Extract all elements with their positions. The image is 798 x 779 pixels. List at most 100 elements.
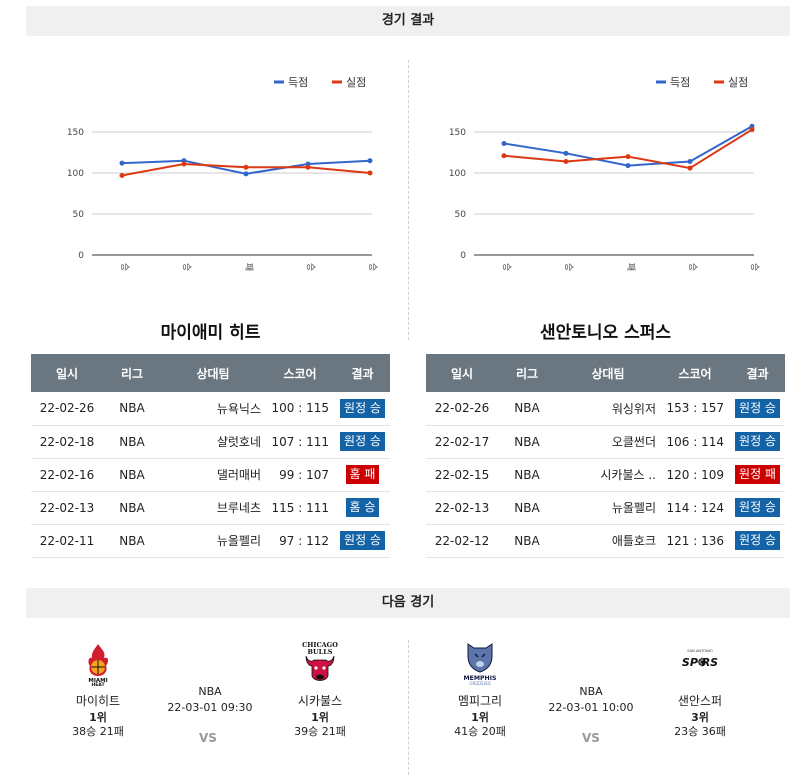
next-divider	[408, 640, 409, 775]
team-record: 39승 21패	[294, 725, 346, 738]
chart-sanantonio-svg: 득점 실점 0 50 100 150 승 승 패 승 승	[449, 76, 760, 271]
results-table-miami: 일시 리그 상대팀 스코어 결과 22-02-26 NBA 뉴욕닉스 100 : 11…	[31, 354, 390, 558]
x-tick-label: 승	[687, 263, 698, 271]
team-record: 23승 36패	[674, 725, 726, 738]
table-row: 22-02-17 NBA 오클썬더 106 : 114 원정 승	[426, 425, 785, 459]
game-score: 107 : 111	[265, 425, 335, 459]
game-result-cell: 원정 승	[730, 491, 785, 525]
x-tick-label: 패	[243, 263, 254, 271]
game-league: NBA	[498, 491, 556, 525]
x-tick-label: 패	[625, 263, 636, 271]
x-tick-label: 승	[181, 263, 192, 271]
data-point	[563, 150, 569, 156]
game-result-cell: 원정 승	[335, 392, 390, 426]
game-opponent: 오클썬더	[556, 425, 660, 459]
game-score: 100 : 115	[265, 392, 335, 426]
game-score: 114 : 124	[660, 491, 730, 525]
game-date: 22-02-18	[31, 425, 103, 459]
x-tick-label: 승	[367, 263, 378, 271]
legend-label: 실점	[346, 76, 366, 89]
game-date: 22-02-26	[31, 392, 103, 426]
data-point	[749, 127, 755, 133]
game-league: NBA	[103, 491, 161, 525]
chart-miami-svg: 득점 실점 0 50 100 150 승 승 패 승 승	[67, 76, 378, 271]
game-result-cell: 원정 승	[335, 524, 390, 558]
data-point	[563, 159, 569, 165]
header-opponent: 상대팀	[556, 354, 660, 392]
header-score: 스코어	[660, 354, 730, 392]
game-result-cell: 원정 패	[730, 458, 785, 492]
game-opponent: 뉴올펠리	[556, 491, 660, 525]
table-row: 22-02-26 NBA 워싱위저 153 : 157 원정 승	[426, 392, 785, 426]
x-tick-label: 승	[749, 263, 760, 271]
game-league: NBA	[103, 425, 161, 459]
chart-miami: 득점 실점 0 50 100 150 승 승 패 승 승	[46, 62, 390, 284]
x-tick-label: 승	[305, 263, 316, 271]
game-result-cell: 원정 승	[730, 524, 785, 558]
team-rank: 1위	[471, 711, 489, 724]
game-score: 121 : 136	[660, 524, 730, 558]
game-date: 22-02-26	[426, 392, 498, 426]
result-badge: 원정 승	[340, 398, 385, 418]
team-name: 샌안스퍼	[677, 694, 723, 708]
game-date: 22-02-11	[31, 524, 103, 558]
legend-label: 득점	[288, 76, 308, 89]
chart-sanantonio: 득점 실점 0 50 100 150 승 승 패 승 승	[428, 62, 772, 284]
result-badge: 원정 승	[735, 498, 780, 517]
y-tick-label: 0	[460, 251, 466, 261]
data-point	[687, 165, 693, 171]
next-game-2-info: NBA 22-03-01 10:00	[541, 684, 641, 716]
next-game-2-away[interactable]: SAN ANTONIO SP RS 샌안스퍼 3위 23승 36패	[662, 640, 738, 739]
svg-text:GRIZZLIES: GRIZZLIES	[469, 681, 490, 686]
header-opponent: 상대팀	[161, 354, 265, 392]
header-result: 결과	[730, 354, 785, 392]
data-point	[305, 164, 311, 170]
game-league: NBA	[498, 392, 556, 426]
team-rank: 1위	[89, 711, 107, 724]
next-game-1-away[interactable]: CHICAGO BULLS 시카불스 1위 39승 21패	[282, 640, 358, 739]
legend-label: 실점	[728, 76, 748, 89]
next-game-2-home[interactable]: MEMPHIS GRIZZLIES 멤피그리 1위 41승 20패	[442, 640, 518, 739]
game-league: NBA	[103, 392, 161, 426]
game-league: NBA	[579, 685, 603, 698]
data-point	[367, 158, 373, 164]
data-point	[501, 153, 507, 159]
next-section-title: 다음 경기	[26, 588, 790, 618]
heat-logo-icon: MIAMI HEAT	[76, 640, 120, 688]
legend-label: 득점	[670, 76, 690, 89]
game-date: 22-02-12	[426, 524, 498, 558]
table-row: 22-02-26 NBA 뉴욕닉스 100 : 115 원정 승	[31, 392, 390, 426]
result-badge: 홈 패	[345, 465, 380, 484]
team-title-miami: 마이애미 히트	[160, 323, 261, 343]
data-point	[181, 161, 187, 167]
game-league: NBA	[103, 524, 161, 558]
header-league: 리그	[103, 354, 161, 392]
next-game-1-home[interactable]: MIAMI HEAT 마이히트 1위 38승 21패	[60, 640, 136, 739]
game-date: 22-02-13	[31, 491, 103, 525]
svg-text:SP RS: SP RS	[682, 656, 718, 669]
header-date: 일시	[31, 354, 103, 392]
svg-text:CHICAGO: CHICAGO	[302, 641, 338, 649]
result-badge: 원정 승	[735, 398, 780, 418]
header-league: 리그	[498, 354, 556, 392]
team-record: 38승 21패	[72, 725, 124, 738]
header-date: 일시	[426, 354, 498, 392]
game-result-cell: 홈 승	[335, 491, 390, 525]
game-result-cell: 원정 승	[335, 425, 390, 459]
game-result-cell: 원정 승	[730, 425, 785, 459]
team-name: 마이히트	[75, 694, 121, 708]
game-date: 22-02-17	[426, 425, 498, 459]
table-row: 22-02-18 NBA 샬럿호네 107 : 111 원정 승	[31, 425, 390, 459]
result-badge: 원정 승	[340, 531, 385, 550]
game-opponent: 댈러매버	[161, 458, 265, 492]
spurs-logo-icon: SAN ANTONIO SP RS	[678, 640, 722, 686]
header-score: 스코어	[265, 354, 335, 392]
bulls-logo-icon: CHICAGO BULLS	[298, 640, 342, 686]
svg-text:MIAMI: MIAMI	[88, 678, 107, 684]
result-badge: 원정 승	[735, 432, 780, 451]
y-tick-label: 100	[449, 169, 466, 179]
result-badge: 홈 승	[345, 498, 380, 517]
team-name: 멤피그리	[457, 694, 503, 708]
result-badge: 원정 승	[735, 531, 780, 550]
data-point	[243, 171, 249, 177]
